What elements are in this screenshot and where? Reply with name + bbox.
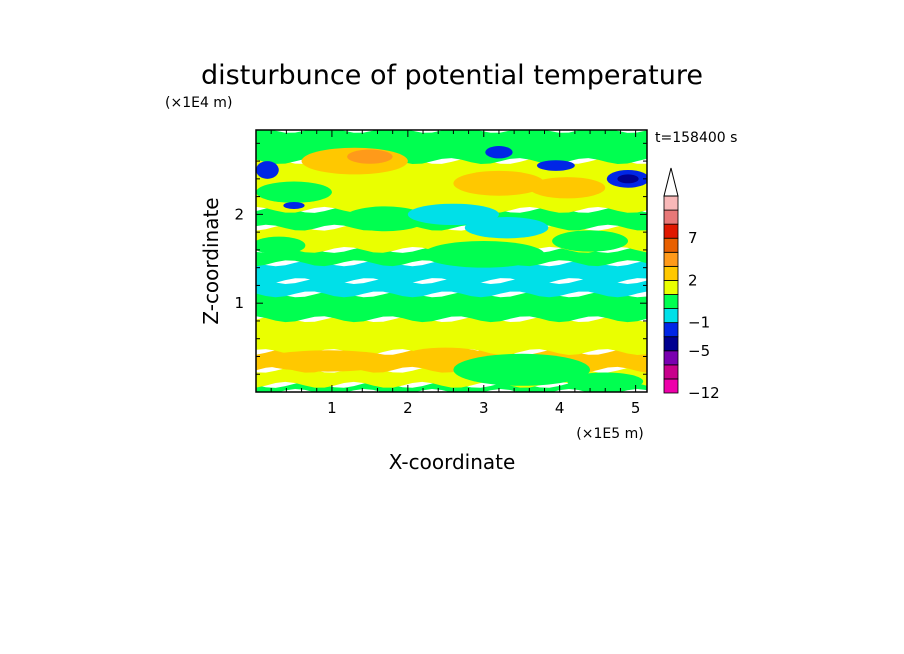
contour-blob bbox=[567, 372, 644, 391]
colorbar-level bbox=[663, 378, 679, 394]
colorbar-level bbox=[663, 322, 679, 338]
contour-blob bbox=[453, 353, 591, 386]
colorbar: −12−5−127 bbox=[663, 167, 720, 402]
x-tick-label: 3 bbox=[479, 399, 489, 417]
contour-band bbox=[256, 260, 647, 284]
colorbar-level bbox=[663, 223, 679, 239]
x-tick-label: 1 bbox=[327, 399, 337, 417]
contour-blob bbox=[256, 236, 306, 255]
contour-blob bbox=[256, 161, 279, 179]
time-label: t=158400 s bbox=[655, 130, 737, 146]
colorbar-level bbox=[663, 195, 679, 211]
colorbar-label: 7 bbox=[688, 229, 698, 247]
colorbar-level bbox=[663, 364, 679, 380]
contour-blob bbox=[453, 170, 545, 196]
colorbar-level bbox=[663, 294, 679, 309]
colorbar-label: −12 bbox=[688, 384, 720, 402]
contour-blob bbox=[256, 181, 332, 203]
chart-title: disturbunce of potential temperature bbox=[201, 60, 703, 91]
colorbar-extend-arrow bbox=[663, 167, 679, 197]
contour-blob bbox=[407, 347, 484, 362]
x-tick-label: 5 bbox=[631, 399, 641, 417]
plot-area bbox=[256, 130, 647, 392]
colorbar-label: −5 bbox=[688, 342, 710, 360]
x-unit-label: (×1E5 m) bbox=[576, 426, 643, 442]
contour-blob bbox=[259, 350, 397, 372]
colorbar-label: 2 bbox=[688, 271, 698, 289]
colorbar-level bbox=[663, 265, 679, 281]
colorbar-level bbox=[663, 280, 679, 295]
plot-frame bbox=[255, 129, 648, 393]
contour-band bbox=[256, 224, 647, 253]
colorbar-level bbox=[663, 237, 679, 253]
colorbar-level bbox=[663, 336, 679, 352]
colorbar-level bbox=[663, 251, 679, 267]
colorbar-label: −1 bbox=[688, 314, 710, 332]
contour-blob bbox=[536, 160, 575, 171]
y-tick-label: 1 bbox=[234, 294, 244, 312]
contour-band bbox=[256, 316, 647, 355]
contour-blob bbox=[283, 201, 305, 210]
x-tick-label: 4 bbox=[555, 399, 565, 417]
colorbar-level bbox=[663, 308, 679, 324]
colorbar-level bbox=[663, 209, 679, 225]
contour-blob bbox=[464, 217, 549, 239]
y-unit-label: (×1E4 m) bbox=[165, 95, 232, 111]
colorbar-level bbox=[663, 350, 679, 366]
contour-blob bbox=[423, 241, 545, 268]
contour-blob bbox=[407, 203, 499, 226]
x-tick-label: 2 bbox=[403, 399, 413, 417]
contour-blob bbox=[343, 206, 427, 232]
contour-blob bbox=[347, 149, 393, 164]
y-tick-label: 2 bbox=[234, 205, 244, 223]
contour-band bbox=[256, 291, 647, 323]
axis-ticks: 1 2 3 4 5 1 2 bbox=[234, 130, 647, 417]
contour-blob bbox=[617, 174, 639, 184]
contour-blob bbox=[552, 230, 629, 252]
x-axis-label: X-coordinate bbox=[389, 450, 516, 474]
y-axis-label: Z-coordinate bbox=[199, 197, 223, 324]
contour-band bbox=[256, 278, 647, 298]
contour-blob bbox=[485, 145, 513, 159]
contour-blob bbox=[529, 177, 606, 199]
